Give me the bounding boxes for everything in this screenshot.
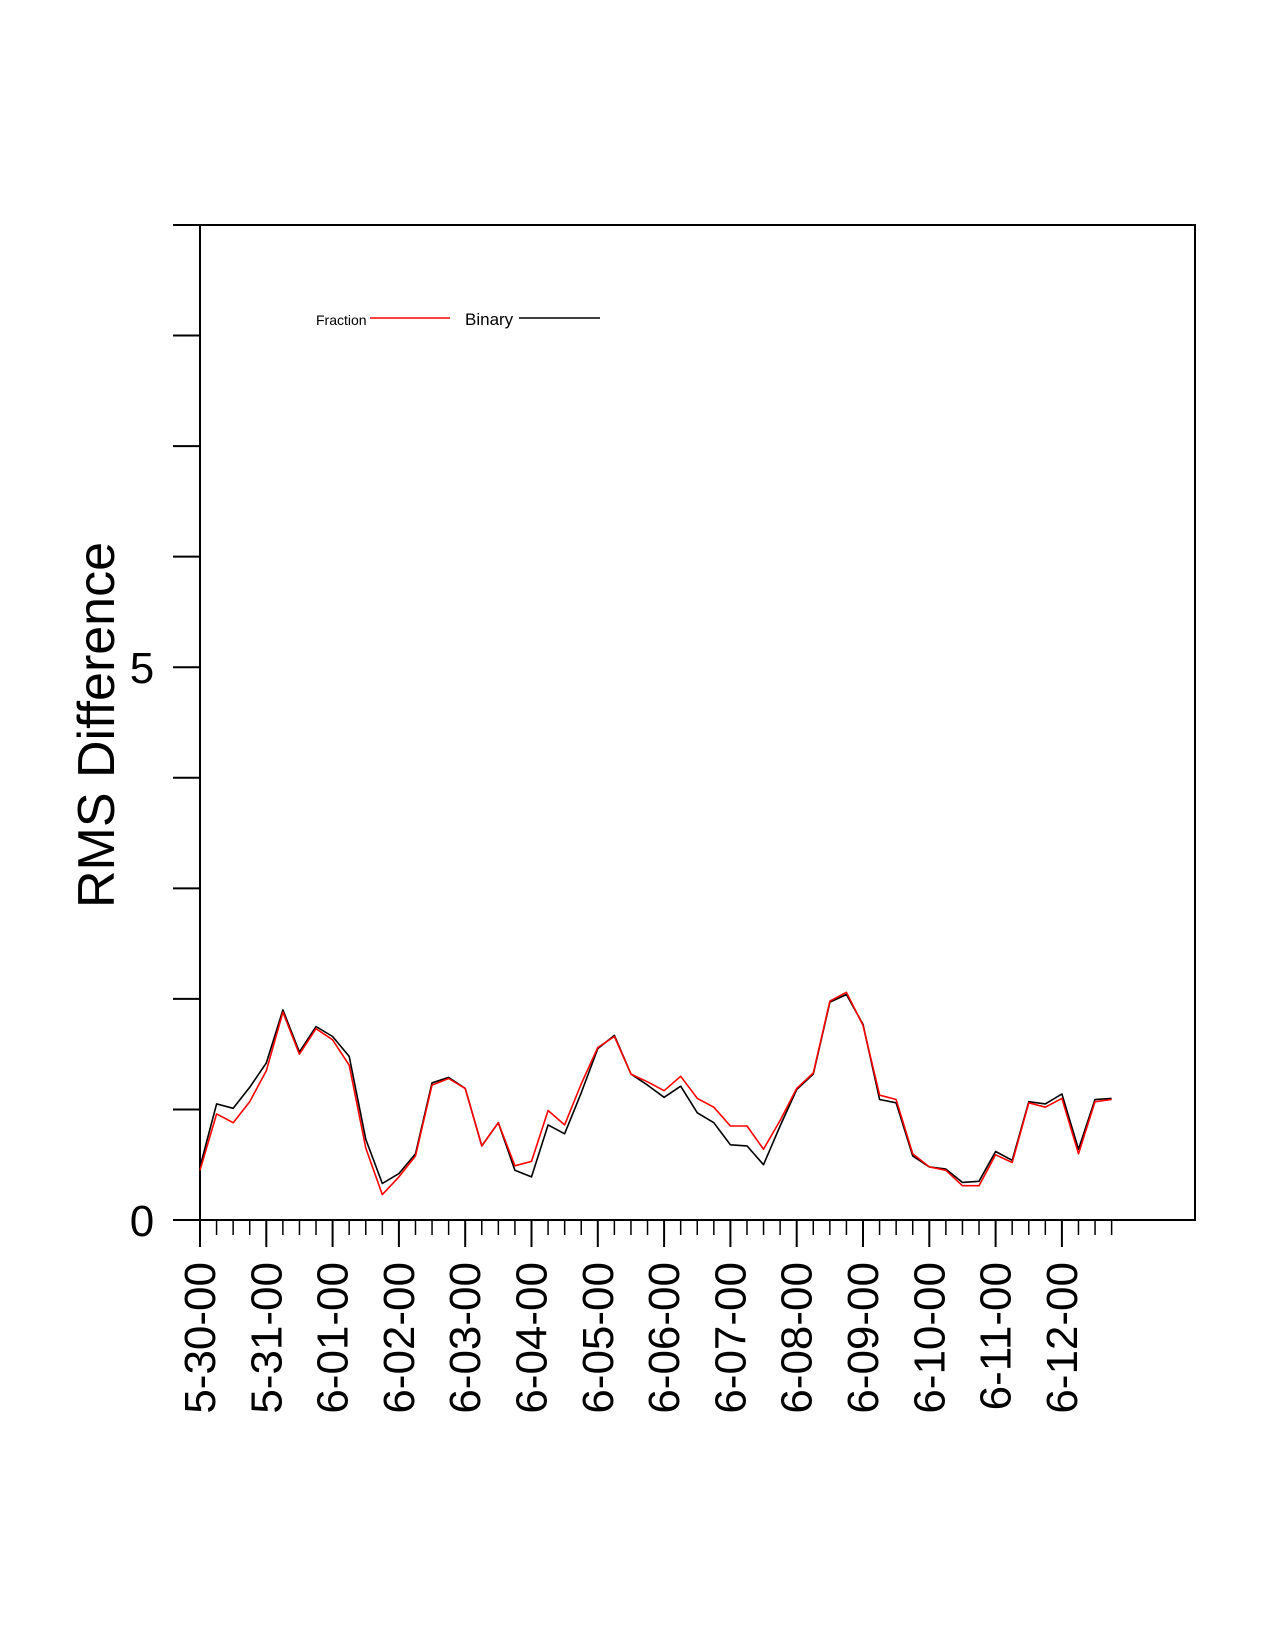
- legend: Fraction Binary: [316, 310, 600, 329]
- plot-frame: [199, 224, 1196, 1221]
- series-line-fraction: [199, 991, 1112, 1196]
- x-tick-label: 6-04-00: [508, 1262, 557, 1414]
- x-tick-label: 6-11-00: [972, 1262, 1021, 1410]
- x-tick-label: 6-05-00: [574, 1262, 623, 1414]
- series-lines: [199, 991, 1112, 1196]
- y-tick-label: 0: [130, 1197, 154, 1246]
- y-axis-tick-labels: 05: [130, 644, 154, 1246]
- y-axis-label: RMS Difference: [68, 542, 126, 908]
- x-tick-label: 5-31-00: [242, 1262, 291, 1414]
- y-axis-ticks: [173, 224, 200, 1221]
- x-axis-ticks: [199, 1220, 1113, 1247]
- x-tick-label: 6-09-00: [839, 1262, 888, 1414]
- x-tick-label: 6-06-00: [640, 1262, 689, 1414]
- x-tick-label: 6-08-00: [773, 1262, 822, 1414]
- y-tick-label: 5: [130, 644, 154, 693]
- x-tick-label: 6-10-00: [905, 1262, 954, 1414]
- x-tick-label: 6-03-00: [441, 1262, 490, 1414]
- x-tick-label: 6-02-00: [375, 1262, 424, 1414]
- x-tick-label: 6-01-00: [309, 1262, 358, 1414]
- x-tick-label: 5-30-00: [176, 1262, 225, 1414]
- x-tick-label: 6-12-00: [1038, 1262, 1087, 1414]
- x-tick-label: 6-07-00: [706, 1262, 755, 1414]
- series-line-binary: [199, 993, 1112, 1185]
- legend-label-binary: Binary: [465, 310, 514, 329]
- legend-label-fraction: Fraction: [316, 312, 367, 328]
- x-axis-tick-labels: 5-30-00 5-31-00 6-01-00 6-02-00 6-03-00 6-04-…: [176, 1262, 1087, 1414]
